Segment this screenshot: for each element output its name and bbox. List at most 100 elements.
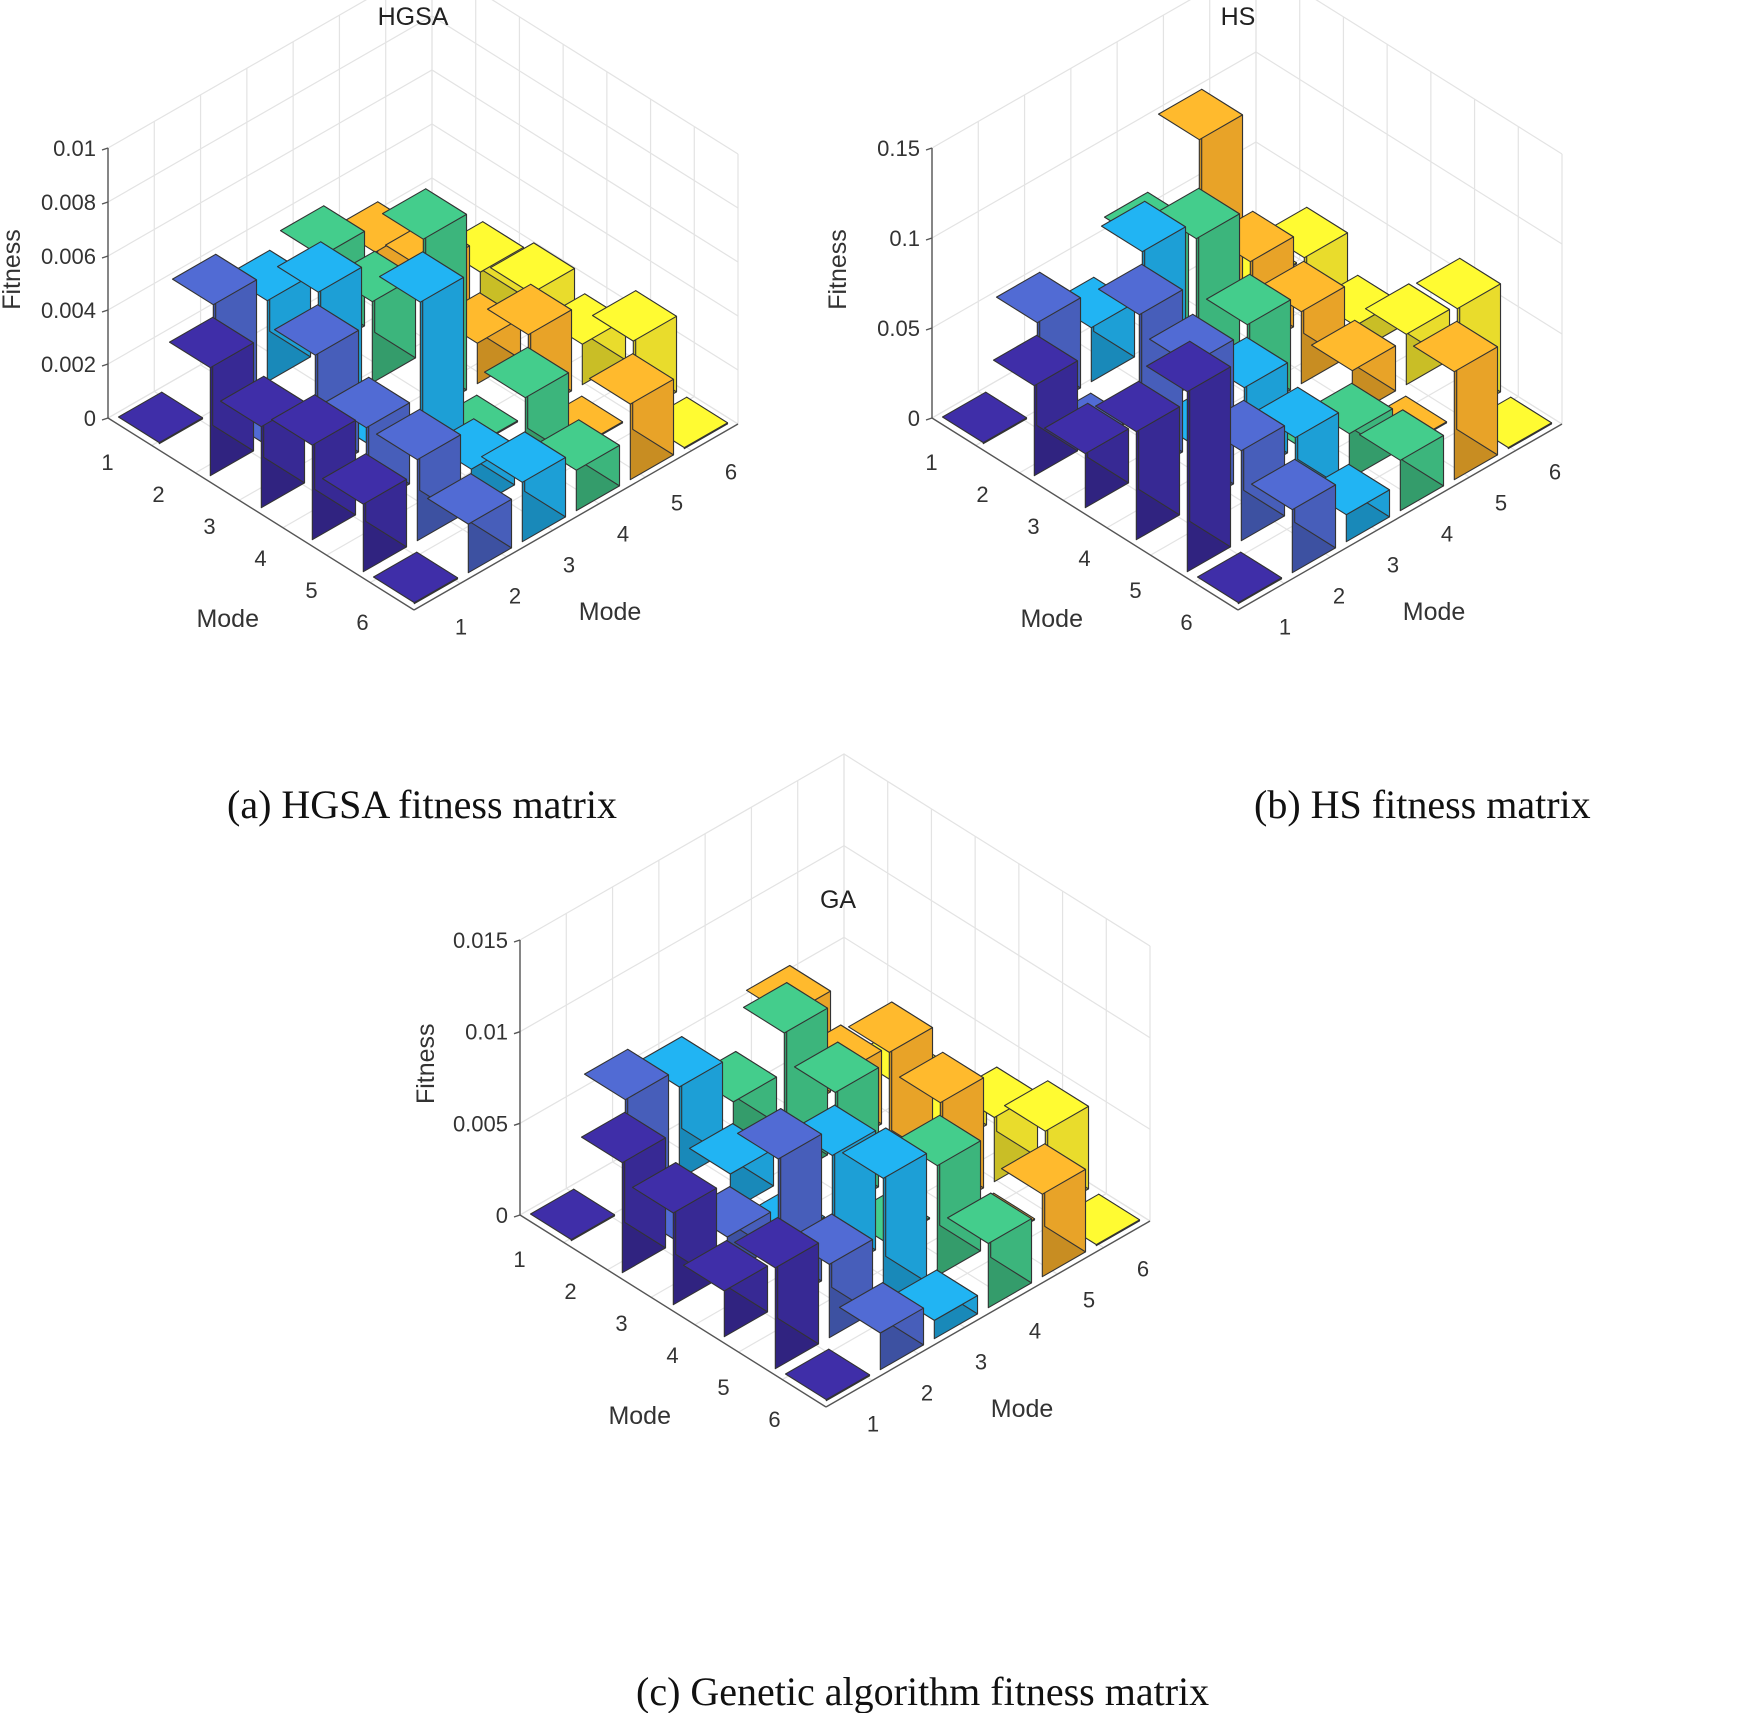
bar-r2-c1 xyxy=(992,334,1079,477)
bar-r5-c1 xyxy=(1145,340,1232,573)
row-tick-label: 1 xyxy=(513,1247,525,1272)
bar-r1-c1 xyxy=(117,391,204,445)
row-tick-label: 2 xyxy=(152,482,164,507)
bars xyxy=(529,964,1141,1402)
plot-hs: 0 0.05 0.1 0.15 Fitness 1 2 3 4 5 6 1 2 3 4 5 6 Mode Mode H… xyxy=(824,0,1563,640)
row-axis xyxy=(107,417,415,611)
z-tick-label: 0.008 xyxy=(41,190,96,215)
bars xyxy=(117,188,729,605)
z-tick-label: 0.006 xyxy=(41,244,96,269)
col-tick-label: 3 xyxy=(1387,553,1399,578)
col-tick-label: 4 xyxy=(1029,1319,1041,1344)
z-axis-label: Fitness xyxy=(0,229,26,310)
z-tick-label: 0.004 xyxy=(41,298,96,323)
bar-r6-c5 xyxy=(1000,1143,1087,1278)
col-axis xyxy=(825,1220,1151,1408)
col-tick-label: 1 xyxy=(455,615,467,640)
bar-r2-c1 xyxy=(168,316,255,477)
col-axis-label: Mode xyxy=(991,1395,1054,1423)
z-tick-label: 0.05 xyxy=(877,316,920,341)
row-tick-label: 2 xyxy=(976,482,988,507)
col-tick-label: 2 xyxy=(921,1381,933,1406)
z-tick-label: 0.015 xyxy=(453,928,508,953)
row-axis-label: Mode xyxy=(608,1402,671,1430)
col-tick-label: 1 xyxy=(867,1412,879,1437)
bar-r6-c1 xyxy=(784,1348,871,1402)
row-tick-label: 3 xyxy=(1027,514,1039,539)
bar-r6-c1 xyxy=(372,551,459,605)
col-tick-label: 5 xyxy=(1495,491,1507,516)
z-tick-label: 0 xyxy=(908,406,920,431)
bar-r6-c5 xyxy=(1412,320,1499,481)
col-tick-label: 4 xyxy=(617,522,629,547)
z-tick-label: 0.002 xyxy=(41,352,96,377)
row-tick-label: 4 xyxy=(1078,546,1090,571)
row-tick-label: 5 xyxy=(1129,578,1141,603)
col-tick-label: 3 xyxy=(975,1350,987,1375)
chart-title: GA xyxy=(820,886,856,914)
z-tick-label: 0 xyxy=(84,406,96,431)
bar-r6-c1 xyxy=(1196,551,1283,605)
row-tick-label: 6 xyxy=(768,1407,780,1432)
col-tick-label: 5 xyxy=(671,491,683,516)
bar-r6-c2 xyxy=(426,473,513,574)
row-tick-label: 1 xyxy=(925,450,937,475)
row-tick-label: 3 xyxy=(203,514,215,539)
col-tick-label: 3 xyxy=(563,553,575,578)
row-tick-label: 1 xyxy=(101,450,113,475)
col-tick-label: 6 xyxy=(1549,460,1561,485)
bar-r5-c1 xyxy=(733,1216,820,1370)
plot-ga: 0 0.005 0.01 0.015 Fitness 1 2 3 4 5 6 1 2 3 4 5 6 Mode Mo… xyxy=(412,753,1151,1437)
row-tick-label: 2 xyxy=(564,1279,576,1304)
row-tick-label: 4 xyxy=(254,546,266,571)
caption-b: (b) HS fitness matrix xyxy=(1254,782,1591,827)
col-tick-label: 2 xyxy=(1333,584,1345,609)
col-axis-label: Mode xyxy=(579,598,642,626)
chart-title: HGSA xyxy=(378,3,449,31)
row-tick-label: 5 xyxy=(717,1375,729,1400)
caption-c: (c) Genetic algorithm fitness matrix xyxy=(636,1669,1209,1713)
row-tick-label: 6 xyxy=(356,610,368,635)
col-axis xyxy=(1237,423,1563,611)
bar-r5-c1 xyxy=(321,453,408,573)
bar-r6-c4 xyxy=(1358,409,1445,512)
plot-hgsa: 0 0.002 0.004 0.006 0.008 0.01 Fitness 1 2 3 4 5 6 1 2… xyxy=(0,0,739,640)
col-tick-label: 6 xyxy=(725,460,737,485)
col-tick-label: 6 xyxy=(1137,1257,1149,1282)
bar-r4-c1 xyxy=(1094,380,1181,541)
row-tick-label: 5 xyxy=(305,578,317,603)
bar-r1-c1 xyxy=(529,1188,616,1242)
row-tick-label: 6 xyxy=(1180,610,1192,635)
col-tick-label: 2 xyxy=(509,584,521,609)
bar-r1-c1 xyxy=(941,391,1028,445)
row-axis-label: Mode xyxy=(196,605,259,633)
z-tick-label: 0.01 xyxy=(465,1020,508,1045)
bar-r5-c3 xyxy=(841,1127,928,1308)
z-tick-label: 0.01 xyxy=(53,136,96,161)
bars xyxy=(941,88,1553,605)
caption-a: (a) HGSA fitness matrix xyxy=(227,782,617,827)
z-tick-label: 0.005 xyxy=(453,1111,508,1136)
bar-r6-c4 xyxy=(946,1192,1033,1309)
bar-r6-c5 xyxy=(588,353,675,481)
row-axis xyxy=(519,1214,827,1408)
z-tick-label: 0.15 xyxy=(877,136,920,161)
bar-r3-c1 xyxy=(219,375,306,509)
col-tick-label: 4 xyxy=(1441,522,1453,547)
row-axis xyxy=(931,417,1239,611)
chart-title: HS xyxy=(1221,3,1256,31)
bar-r3-c1 xyxy=(1043,402,1130,509)
z-axis-label: Fitness xyxy=(412,1023,440,1104)
bar-r4-c1 xyxy=(682,1239,769,1338)
bar-r6-c2 xyxy=(838,1282,925,1371)
z-tick-label: 0 xyxy=(496,1203,508,1228)
col-tick-label: 1 xyxy=(1279,615,1291,640)
col-axis xyxy=(413,423,739,611)
bar-r6-c3 xyxy=(480,431,567,543)
row-tick-label: 3 xyxy=(615,1311,627,1336)
bar-r6-c2 xyxy=(1250,458,1337,574)
col-axis-label: Mode xyxy=(1403,598,1466,626)
row-tick-label: 4 xyxy=(666,1343,678,1368)
col-tick-label: 5 xyxy=(1083,1288,1095,1313)
